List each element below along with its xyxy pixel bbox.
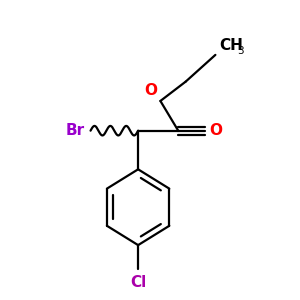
Text: Cl: Cl [130,275,146,290]
Text: O: O [209,123,222,138]
Text: 3: 3 [237,46,243,56]
Text: CH: CH [219,38,243,53]
Text: O: O [144,83,158,98]
Text: Br: Br [65,123,85,138]
